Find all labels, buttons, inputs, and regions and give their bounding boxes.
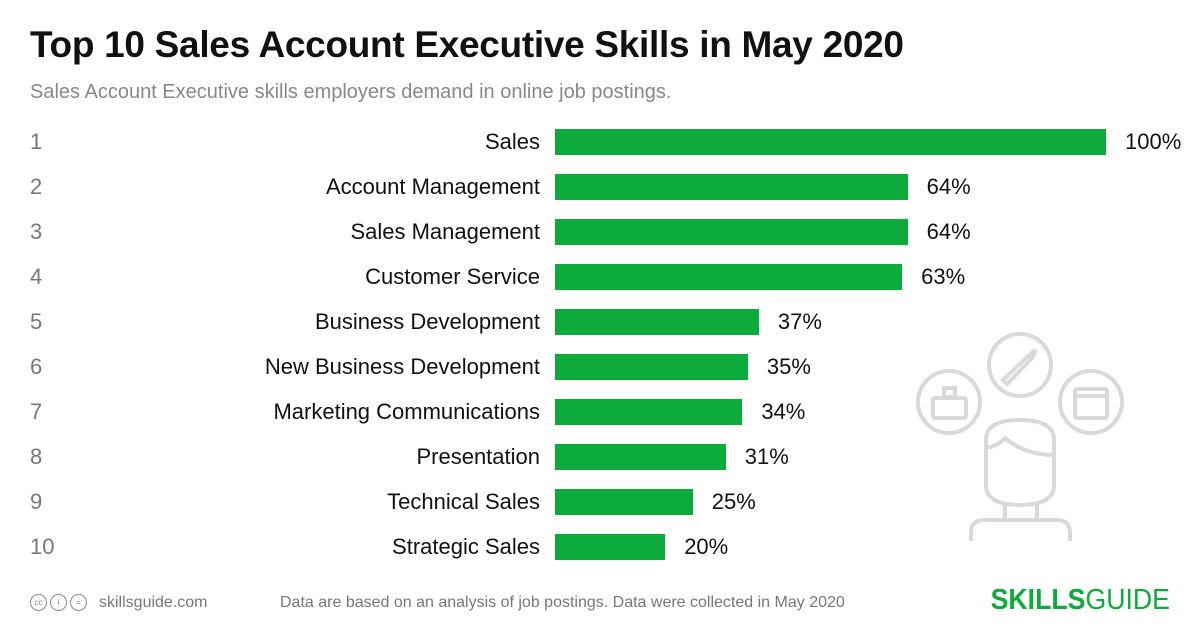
value-label: 25% <box>711 489 756 514</box>
bar <box>555 354 748 380</box>
chart-subtitle: Sales Account Executive skills employers… <box>30 81 672 103</box>
rank-number: 4 <box>30 264 43 289</box>
category-label: Technical Sales <box>387 489 540 514</box>
pencil-icon <box>987 332 1053 398</box>
attribution-icon: i <box>50 594 67 611</box>
rank-number: 3 <box>30 219 43 244</box>
category-label: Marketing Communications <box>273 399 540 424</box>
value-label: 64% <box>926 219 971 244</box>
bar <box>555 489 693 515</box>
bar <box>555 534 666 560</box>
bar <box>555 264 903 290</box>
rank-number: 8 <box>30 444 43 469</box>
category-label: New Business Development <box>264 354 540 379</box>
license-icons: cc i = <box>30 594 87 611</box>
footer-note: Data are based on an analysis of job pos… <box>280 594 845 611</box>
category-label: Customer Service <box>365 264 540 289</box>
category-label: Presentation <box>416 444 540 469</box>
rank-number: 9 <box>30 489 43 514</box>
no-derivatives-icon: = <box>70 594 87 611</box>
category-label: Business Development <box>314 309 540 334</box>
value-label: 63% <box>921 264 966 289</box>
bar <box>555 399 743 425</box>
chart-title: Top 10 Sales Account Executive Skills in… <box>30 24 904 65</box>
category-label: Strategic Sales <box>392 534 540 559</box>
category-label: Account Management <box>325 174 540 199</box>
value-label: 64% <box>926 174 971 199</box>
rank-number: 1 <box>30 129 43 154</box>
value-label: 100% <box>1125 129 1182 154</box>
value-label: 31% <box>744 444 789 469</box>
rank-number: 10 <box>30 534 55 559</box>
value-label: 20% <box>684 534 729 559</box>
bar <box>555 129 1106 155</box>
cc-icon: cc <box>30 594 47 611</box>
briefcase-icon <box>916 369 982 435</box>
bar <box>555 444 726 470</box>
person-icon <box>969 417 1072 541</box>
skillsguide-logo: SKILLSGUIDE <box>990 584 1170 616</box>
bar <box>555 174 908 200</box>
value-label: 37% <box>777 309 822 334</box>
rank-number: 2 <box>30 174 43 199</box>
value-label: 35% <box>766 354 811 379</box>
rank-number: 7 <box>30 399 43 424</box>
value-label: 34% <box>761 399 806 424</box>
bar <box>555 309 759 335</box>
site-link[interactable]: skillsguide.com <box>99 594 208 611</box>
rank-number: 6 <box>30 354 43 379</box>
window-icon <box>1058 369 1124 435</box>
bar <box>555 219 908 245</box>
category-label: Sales <box>484 129 540 154</box>
category-label: Sales Management <box>350 219 540 244</box>
rank-number: 5 <box>30 309 43 334</box>
